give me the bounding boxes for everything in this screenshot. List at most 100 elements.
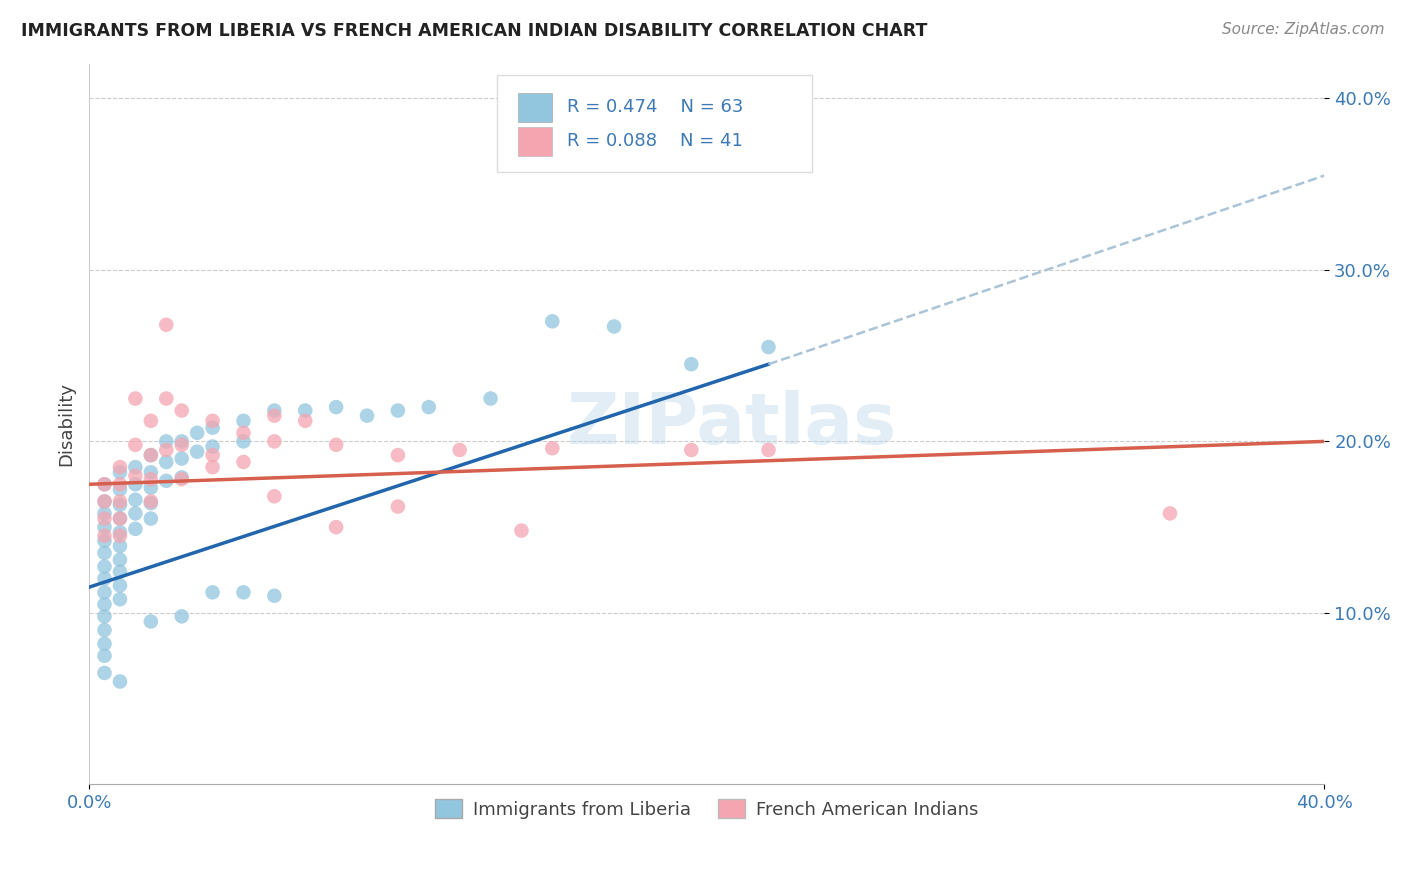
FancyBboxPatch shape: [496, 75, 811, 172]
Point: [139, 496, 162, 510]
FancyBboxPatch shape: [517, 127, 553, 155]
Point: [108, 465, 131, 479]
Legend: Immigrants from Liberia, French American Indians: Immigrants from Liberia, French American…: [427, 792, 986, 826]
Point: [108, 511, 131, 525]
Point: [124, 477, 146, 491]
Point: [93, 520, 115, 534]
Point: [170, 472, 193, 486]
Point: [139, 615, 162, 629]
Y-axis label: Disability: Disability: [58, 383, 75, 467]
Point: [139, 414, 162, 428]
Point: [93, 477, 115, 491]
Point: [139, 448, 162, 462]
Point: [387, 403, 409, 417]
Point: [108, 460, 131, 475]
Point: [93, 507, 115, 521]
Point: [93, 477, 115, 491]
Point: [201, 414, 224, 428]
Point: [186, 444, 208, 458]
Text: R = 0.474    N = 63: R = 0.474 N = 63: [567, 98, 744, 116]
Point: [603, 319, 626, 334]
Point: [325, 520, 347, 534]
Point: [155, 442, 177, 457]
Point: [124, 468, 146, 483]
Point: [139, 481, 162, 495]
Point: [93, 572, 115, 586]
Point: [1159, 507, 1181, 521]
Point: [170, 403, 193, 417]
Point: [232, 585, 254, 599]
Point: [263, 489, 285, 503]
Point: [232, 425, 254, 440]
Point: [108, 674, 131, 689]
Point: [93, 529, 115, 543]
Point: [108, 565, 131, 579]
Point: [155, 434, 177, 449]
Point: [139, 494, 162, 508]
Text: ZIPatlas: ZIPatlas: [567, 390, 897, 458]
Point: [139, 448, 162, 462]
Point: [155, 455, 177, 469]
Point: [93, 546, 115, 560]
Point: [108, 511, 131, 525]
Point: [170, 451, 193, 466]
Point: [263, 589, 285, 603]
Point: [155, 474, 177, 488]
Point: [108, 483, 131, 497]
Point: [681, 357, 703, 371]
Point: [201, 448, 224, 462]
Point: [108, 494, 131, 508]
Point: [201, 585, 224, 599]
Point: [681, 442, 703, 457]
Point: [541, 314, 564, 328]
Text: Source: ZipAtlas.com: Source: ZipAtlas.com: [1222, 22, 1385, 37]
Point: [93, 665, 115, 680]
Point: [93, 637, 115, 651]
Point: [93, 609, 115, 624]
Point: [356, 409, 378, 423]
Point: [232, 434, 254, 449]
Point: [263, 403, 285, 417]
Point: [170, 470, 193, 484]
Point: [108, 529, 131, 543]
Point: [170, 434, 193, 449]
Point: [139, 472, 162, 486]
Point: [186, 425, 208, 440]
Point: [93, 494, 115, 508]
Point: [124, 460, 146, 475]
Point: [108, 525, 131, 540]
Point: [124, 522, 146, 536]
Point: [758, 340, 780, 354]
Point: [93, 598, 115, 612]
Point: [170, 438, 193, 452]
Point: [232, 414, 254, 428]
Point: [93, 585, 115, 599]
Point: [510, 524, 533, 538]
Point: [232, 455, 254, 469]
Point: [108, 498, 131, 512]
Point: [124, 507, 146, 521]
Point: [387, 448, 409, 462]
Point: [541, 442, 564, 456]
Point: [108, 539, 131, 553]
Point: [201, 420, 224, 434]
Text: IMMIGRANTS FROM LIBERIA VS FRENCH AMERICAN INDIAN DISABILITY CORRELATION CHART: IMMIGRANTS FROM LIBERIA VS FRENCH AMERIC…: [21, 22, 928, 40]
Point: [294, 403, 316, 417]
Point: [124, 438, 146, 452]
Point: [124, 492, 146, 507]
Point: [263, 434, 285, 449]
Point: [93, 559, 115, 574]
Point: [758, 442, 780, 457]
Point: [155, 318, 177, 332]
Point: [139, 511, 162, 525]
Point: [479, 392, 502, 406]
Point: [201, 440, 224, 454]
Point: [108, 578, 131, 592]
Point: [108, 553, 131, 567]
Point: [93, 533, 115, 548]
Point: [93, 648, 115, 663]
Point: [449, 442, 471, 457]
Point: [263, 409, 285, 423]
Point: [387, 500, 409, 514]
Text: R = 0.088    N = 41: R = 0.088 N = 41: [567, 132, 742, 150]
